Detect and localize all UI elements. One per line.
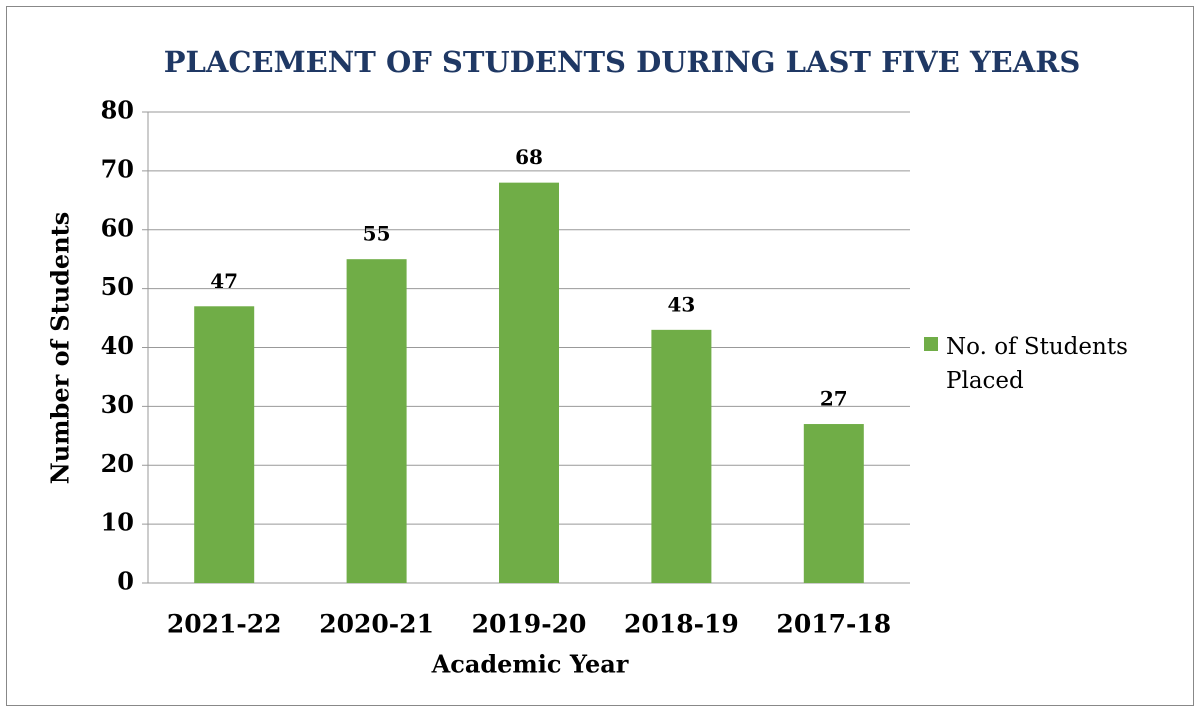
bar	[346, 259, 407, 583]
data-label: 43	[667, 292, 695, 316]
chart-title: PLACEMENT OF STUDENTS DURING LAST FIVE Y…	[164, 45, 1081, 79]
legend: No. of Students Placed	[946, 330, 1176, 398]
x-tick-label: 2018-19	[624, 610, 739, 639]
bar	[499, 182, 559, 583]
data-label: 55	[363, 222, 391, 246]
data-label: 68	[515, 145, 543, 169]
x-tick-label: 2019-20	[472, 610, 587, 639]
x-tick-label: 2021-22	[167, 610, 282, 639]
legend-swatch	[924, 337, 938, 351]
data-label: 47	[210, 269, 238, 293]
y-axis-label: Number of Students	[46, 212, 75, 484]
y-tick-label: 70	[101, 154, 134, 183]
legend-label: No. of Students Placed	[946, 334, 1128, 394]
y-tick-label: 50	[101, 272, 134, 301]
y-tick-label: 0	[117, 567, 134, 596]
y-tick-label: 80	[101, 96, 134, 125]
data-label: 27	[820, 387, 848, 411]
y-tick-label: 30	[101, 390, 134, 419]
x-axis-label: Academic Year	[431, 650, 629, 679]
bar	[651, 329, 712, 583]
y-tick-label: 10	[101, 508, 134, 537]
y-tick-label: 20	[101, 449, 134, 478]
x-tick-label: 2017-18	[776, 610, 891, 639]
y-tick-label: 40	[101, 331, 134, 360]
bar	[194, 306, 255, 583]
bar	[803, 424, 864, 583]
x-tick-label: 2020-21	[319, 610, 434, 639]
y-tick-label: 60	[101, 213, 134, 242]
